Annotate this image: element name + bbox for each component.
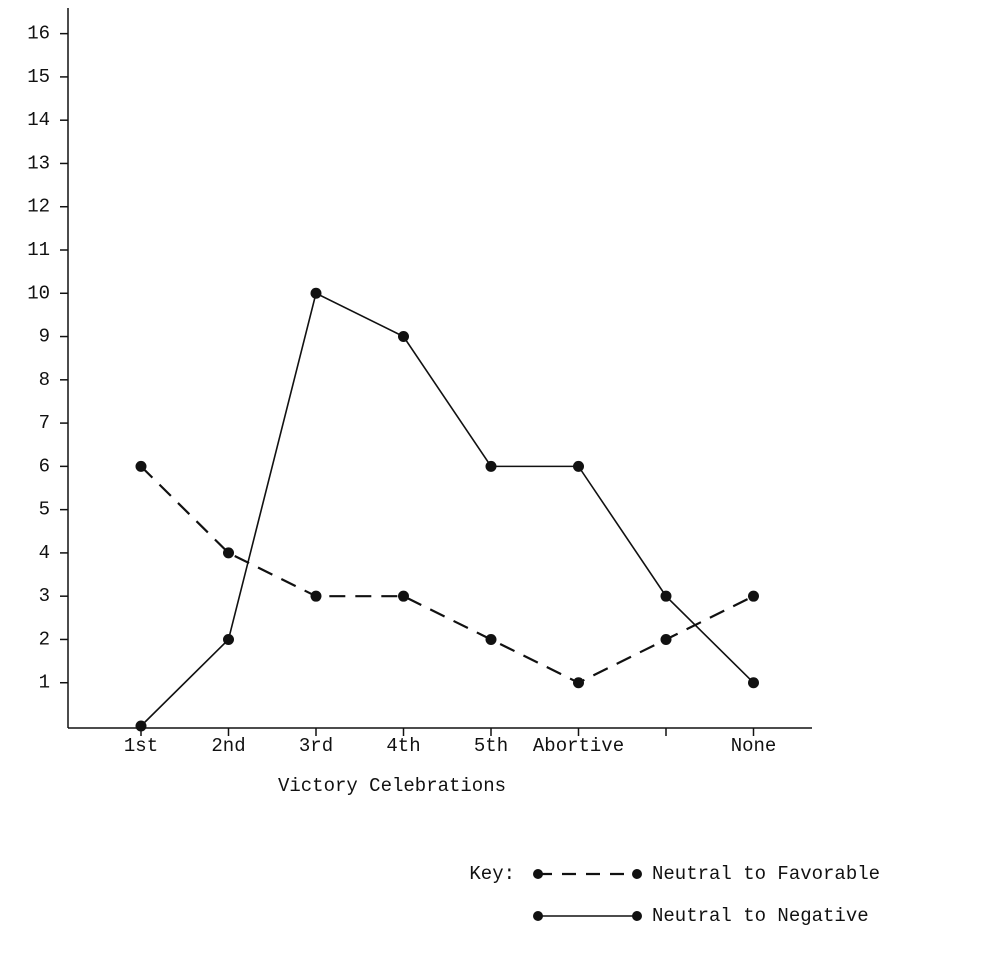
data-point bbox=[135, 460, 147, 472]
data-point bbox=[573, 677, 584, 689]
legend-label: Neutral to Favorable bbox=[652, 863, 880, 885]
data-point bbox=[135, 720, 147, 732]
y-tick-label: 6 bbox=[39, 455, 50, 477]
data-point bbox=[748, 590, 759, 602]
data-point bbox=[398, 590, 409, 602]
legend-dot bbox=[533, 869, 543, 879]
x-tick-label: 5th bbox=[474, 735, 508, 757]
data-point bbox=[485, 633, 497, 645]
data-point bbox=[310, 287, 322, 299]
legend-dot bbox=[632, 869, 642, 879]
data-point bbox=[660, 590, 672, 602]
x-tick-label: 4th bbox=[386, 735, 420, 757]
data-point bbox=[748, 677, 759, 689]
data-point bbox=[573, 460, 584, 472]
x-tick-label: None bbox=[731, 735, 777, 757]
x-tick-label: Abortive bbox=[533, 735, 624, 757]
y-tick-label: 1 bbox=[39, 672, 50, 694]
data-point bbox=[310, 590, 322, 602]
y-tick-label: 4 bbox=[39, 542, 50, 564]
y-tick-label: 7 bbox=[39, 412, 50, 434]
y-tick-label: 13 bbox=[27, 152, 50, 174]
x-tick-label: 3rd bbox=[299, 735, 333, 757]
legend-dot bbox=[533, 911, 543, 921]
legend-title: Key: bbox=[469, 863, 515, 885]
x-tick-label: 1st bbox=[124, 735, 158, 757]
legend-label: Neutral to Negative bbox=[652, 905, 869, 927]
x-tick-label: 2nd bbox=[211, 735, 245, 757]
y-tick-label: 14 bbox=[27, 109, 50, 131]
series-line bbox=[140, 292, 755, 727]
y-tick-label: 3 bbox=[39, 585, 50, 607]
legend-dot bbox=[632, 911, 642, 921]
y-tick-label: 5 bbox=[39, 499, 50, 521]
data-point bbox=[223, 547, 234, 559]
data-point bbox=[223, 633, 234, 645]
y-tick-label: 15 bbox=[27, 66, 50, 88]
x-axis-label: Victory Celebrations bbox=[278, 775, 506, 797]
y-tick-label: 12 bbox=[27, 196, 50, 218]
y-tick-label: 8 bbox=[39, 369, 50, 391]
data-point bbox=[485, 460, 497, 472]
y-tick-label: 11 bbox=[27, 239, 50, 261]
y-tick-label: 10 bbox=[27, 282, 50, 304]
y-tick-label: 16 bbox=[27, 23, 50, 45]
data-point bbox=[398, 331, 409, 343]
y-tick-label: 2 bbox=[39, 628, 50, 650]
y-tick-label: 9 bbox=[39, 326, 50, 348]
series-line bbox=[140, 465, 754, 684]
data-point bbox=[660, 633, 672, 645]
